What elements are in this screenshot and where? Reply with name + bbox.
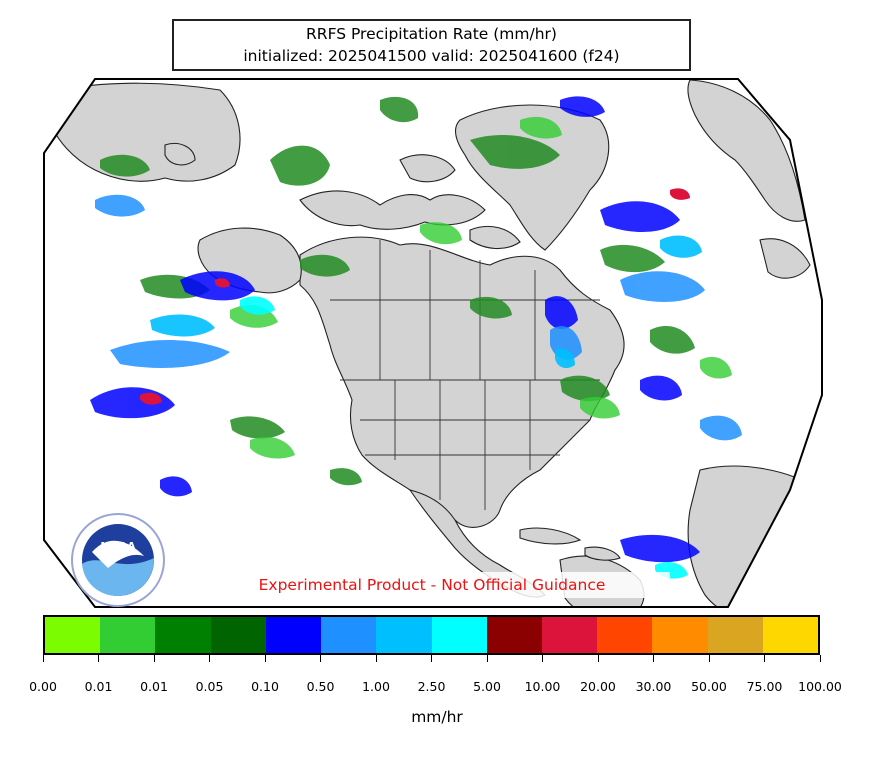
noaa-logo-text: NOAA [100,540,136,553]
noaa-logo: NOAA [71,513,165,607]
colorbar-tick [431,655,432,662]
colorbar-tick-label: 50.00 [691,679,727,694]
colorbar-tick [542,655,543,662]
colorbar-tick-label: 0.10 [251,679,279,694]
colorbar-swatch [707,617,763,653]
colorbar-tick [375,655,377,662]
precip-overlay [90,96,742,579]
colorbar-tick-label: 0.01 [140,679,168,694]
title-line-2: initialized: 2025041500 valid: 202504160… [243,47,620,65]
colorbar-tick-label: 0.50 [306,679,335,694]
chart-title-box: RRFS Precipitation Rate (mm/hr) initiali… [172,19,691,71]
colorbar-tick-label: 0.00 [29,679,57,694]
colorbar-swatch [486,617,542,653]
colorbar-swatch [376,617,432,653]
colorbar-tick-label: 0.05 [195,679,224,694]
colorbar-ticks: 0.00 0.01 0.01 0.05 0.10 0.50 1.00 2.50 5.00 10.0… [0,655,874,695]
colorbar-swatch [431,617,487,653]
colorbar-tick-label: 5.00 [473,679,501,694]
experimental-warning: Experimental Product - Not Official Guid… [194,572,670,598]
colorbar-swatch [100,617,156,653]
colorbar-tick [264,655,266,662]
colorbar-tick [98,655,99,662]
colorbar-tick [653,655,654,662]
colorbar-swatch [597,617,653,653]
colorbar-tick [486,655,488,662]
colorbar-tick-label: 2.50 [417,679,446,694]
colorbar-tick [320,655,321,662]
colorbar-tick [153,655,155,662]
colorbar-swatch [541,617,598,653]
colorbar-swatch [210,617,266,653]
colorbar-tick [209,655,210,662]
map-frame [43,78,823,608]
colorbar-tick-label: 10.00 [524,679,561,694]
colorbar-tick [764,655,765,662]
colorbar-tick-label: 75.00 [746,679,783,694]
colorbar-swatch [45,617,101,653]
arctic-islands [299,190,486,230]
africa-land [687,465,822,607]
colorbar-tick [42,655,44,662]
colorbar-tick-label: 1.00 [362,679,390,694]
colorbar-swatch [652,617,708,653]
colorbar-unit-label: mm/hr [411,708,463,726]
colorbar-tick [708,655,710,662]
colorbar-swatch [155,617,211,653]
colorbar-swatch [265,617,322,653]
colorbar-tick-label: 100.00 [798,679,842,694]
colorbar-tick [819,655,821,662]
colorbar-tick-label: 30.00 [635,679,672,694]
title-line-1: RRFS Precipitation Rate (mm/hr) [306,25,557,43]
colorbar-swatch [762,617,819,653]
colorbar-tick [597,655,599,662]
colorbar [43,615,820,655]
colorbar-swatch [321,617,377,653]
colorbar-tick-label: 0.01 [84,679,113,694]
europe-land [687,79,806,222]
political-borders [330,240,600,510]
colorbar-tick-label: 20.00 [580,679,616,694]
